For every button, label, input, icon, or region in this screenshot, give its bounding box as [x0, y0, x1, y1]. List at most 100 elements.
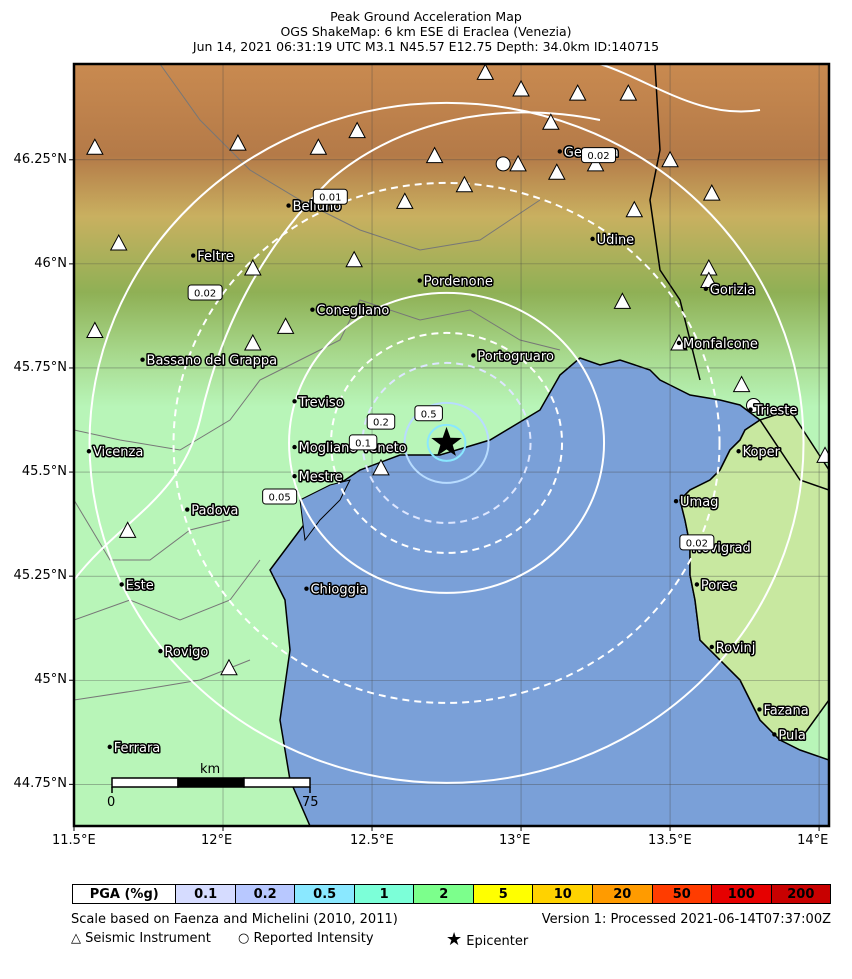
seismic-station[interactable]	[613, 292, 632, 309]
seismic-station[interactable]	[619, 84, 638, 101]
seismic-station[interactable]	[348, 121, 366, 139]
city-label-outline: Fazana	[763, 703, 808, 718]
city-marker	[673, 499, 679, 504]
legend-cell: 100	[711, 885, 771, 903]
legend-cell: 0.5	[294, 885, 354, 903]
seismic-station[interactable]	[542, 113, 560, 130]
contour-label-box	[348, 434, 378, 451]
seismic-station[interactable]	[661, 150, 679, 168]
contour-label: 0.02	[686, 538, 708, 549]
contour-label-box	[679, 534, 715, 551]
reported-intensity-legend: ○ Reported Intensity	[238, 931, 374, 946]
pga-contour	[330, 331, 564, 554]
city-label-outline: Umag	[680, 495, 718, 510]
city-label: Rovinj	[716, 641, 756, 656]
seismic-station[interactable]	[568, 84, 587, 101]
venice-lagoon	[299, 479, 351, 542]
seismic-station[interactable]	[699, 271, 718, 289]
legend-cell: 200	[770, 885, 831, 903]
seismic-station[interactable]	[586, 154, 605, 172]
city-marker	[119, 582, 124, 587]
city-marker	[709, 644, 714, 650]
city-label: Vicenza	[93, 445, 143, 460]
city-label: Trieste	[754, 404, 798, 419]
legend-cell: 0.1	[175, 885, 235, 903]
city-marker	[557, 149, 562, 154]
seismic-station[interactable]	[732, 375, 751, 393]
city-label: Mestre	[299, 470, 343, 485]
legend-cell: 2	[413, 885, 473, 903]
seismic-station[interactable]	[702, 184, 721, 201]
seismic-station[interactable]	[86, 138, 104, 155]
seismic-station[interactable]	[86, 321, 104, 338]
map-subtitle: OGS ShakeMap: 6 km ESE di Eraclea (Venez…	[280, 24, 572, 39]
city-label: Rovigo	[164, 645, 208, 660]
city-label: Monfalcone	[683, 337, 758, 352]
star-icon: ★	[446, 929, 463, 950]
city-marker	[185, 507, 190, 512]
seismic-station[interactable]	[509, 154, 527, 172]
city-label: Gorizia	[710, 283, 755, 298]
seismic-station[interactable]	[345, 250, 363, 268]
city-label-outline: Porec	[701, 578, 737, 593]
lat-tick-label: 45.5°N	[21, 464, 67, 480]
scalebar-end: 75	[302, 795, 319, 810]
city-label-outline: Monfalcone	[683, 337, 758, 352]
city-marker	[748, 407, 753, 412]
seismic-station[interactable]	[243, 333, 262, 351]
lon-tick-label: 12.5°E	[350, 833, 394, 848]
legend-cell: 0.2	[234, 885, 295, 903]
lon-tick-label: 12°E	[201, 833, 233, 848]
seismic-station[interactable]	[309, 138, 328, 155]
lat-tick-label: 45°N	[34, 672, 67, 688]
pga-legend: PGA (%g) 0.1 0.2 0.5 1 2 5 10 20 50 100 200	[72, 884, 831, 904]
seismic-station[interactable]	[243, 258, 262, 276]
lat-tick-label: 45.25°N	[13, 568, 67, 584]
seismic-station[interactable]	[816, 446, 833, 463]
city-label-outline: Este	[126, 578, 154, 593]
seismic-station[interactable]	[372, 458, 390, 476]
pga-contour	[88, 101, 805, 784]
seismic-station[interactable]	[220, 658, 238, 676]
seismic-station[interactable]	[547, 163, 566, 180]
city-label-outline: Udine	[597, 233, 635, 248]
seismic-station[interactable]	[425, 146, 444, 164]
seismic-station[interactable]	[118, 521, 137, 538]
lat-tick-label: 46.25°N	[13, 151, 67, 167]
scalebar-label: km	[200, 762, 221, 777]
seismic-station[interactable]	[395, 192, 414, 209]
seismic-station[interactable]	[455, 175, 474, 193]
city-label: Conegliano	[316, 304, 389, 319]
contour-label-box	[581, 147, 617, 164]
city-marker	[703, 286, 709, 292]
city-marker	[471, 353, 476, 358]
city-marker	[292, 399, 297, 404]
circle-icon: ○	[238, 931, 250, 946]
city-marker	[694, 582, 700, 587]
lon-tick-label: 11.5°E	[52, 833, 96, 848]
contour-label: 0.02	[194, 289, 216, 300]
map-frame	[72, 62, 831, 828]
city-marker	[191, 253, 196, 258]
city-marker	[292, 444, 297, 450]
city-marker	[772, 732, 777, 737]
triangle-icon: △	[71, 931, 81, 946]
seismic-station[interactable]	[276, 317, 295, 334]
seismic-station[interactable]	[512, 79, 530, 97]
seismic-station[interactable]	[109, 233, 128, 251]
pga-contour	[172, 181, 721, 704]
city-label-outline: Rovigo	[164, 645, 208, 660]
seismic-station[interactable]	[229, 134, 247, 151]
city-label-outline: Mestre	[299, 470, 343, 485]
city-marker	[140, 357, 145, 362]
reported-intensity-point[interactable]	[495, 156, 511, 172]
lat-tick-label: 46°N	[34, 255, 67, 271]
seismic-station[interactable]	[476, 64, 495, 80]
city-marker	[107, 744, 112, 750]
city-marker	[158, 648, 163, 654]
contour-label: 0.2	[373, 418, 389, 429]
city-label: Pula	[778, 728, 805, 743]
seismic-station[interactable]	[625, 200, 644, 218]
city-label: Porec	[701, 578, 737, 593]
